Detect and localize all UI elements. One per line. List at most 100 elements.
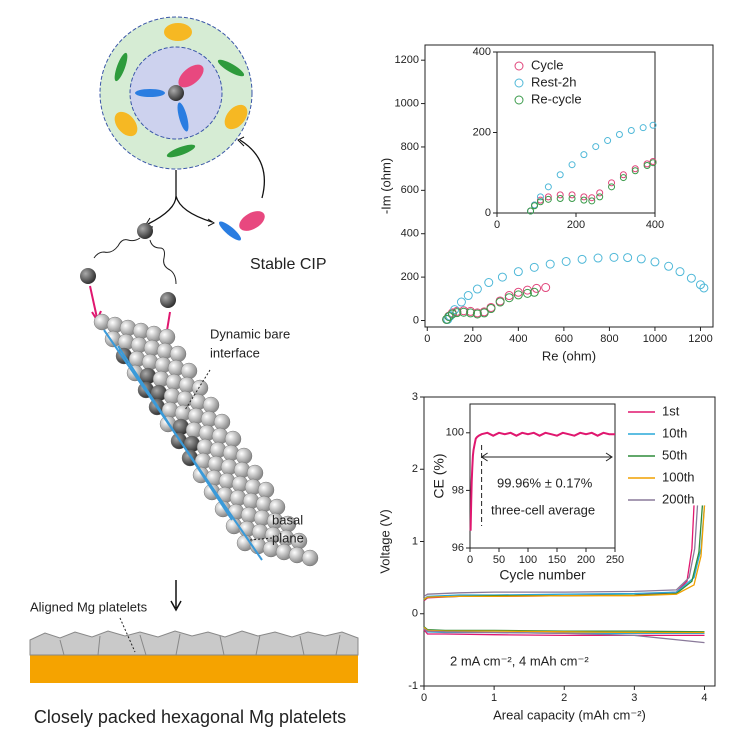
legend-label: 100th: [662, 469, 695, 484]
point: [623, 253, 633, 263]
solvents: [114, 52, 245, 158]
point: [627, 126, 635, 134]
anion: [178, 64, 204, 88]
point: [452, 308, 462, 318]
y-tick-label: 200: [401, 271, 419, 283]
label: basal: [272, 512, 303, 527]
point: [577, 254, 587, 264]
legend-marker: [514, 95, 524, 105]
atom: [257, 481, 275, 499]
point: [497, 272, 507, 282]
annotation: 2 mA cm⁻², 4 mAh cm⁻²: [450, 653, 589, 668]
point: [631, 165, 639, 173]
point: [472, 309, 482, 319]
y-tick-label: 3: [412, 391, 418, 403]
point: [639, 124, 647, 132]
point: [463, 291, 473, 301]
point: [592, 143, 600, 151]
point: [561, 256, 571, 266]
point: [580, 151, 588, 159]
x-tick-label: 50: [493, 554, 505, 566]
y-tick-label: 0: [412, 608, 418, 620]
mg-platelets: [29, 630, 359, 656]
substrate: [30, 655, 358, 683]
point: [588, 197, 596, 205]
point: [504, 291, 514, 301]
y-tick-label: 1000: [395, 97, 419, 109]
point: [544, 195, 552, 203]
return-arrow: [239, 139, 266, 199]
point: [675, 267, 685, 277]
point: [588, 194, 596, 202]
point: [649, 159, 657, 167]
point: [686, 273, 696, 283]
mg-atom: [160, 292, 176, 308]
arrowhead: [237, 136, 245, 147]
point: [636, 254, 646, 264]
plot-area: [469, 403, 616, 549]
x-tick-label: 1000: [643, 333, 667, 345]
label: Aligned Mg platelets: [30, 599, 148, 614]
arrows: [147, 170, 213, 225]
y-tick-label: 2: [412, 463, 418, 475]
atom: [224, 430, 242, 448]
y-tick-label: 1200: [395, 54, 419, 66]
atom: [235, 447, 253, 465]
line: [469, 431, 615, 531]
annotation: three-cell average: [491, 502, 595, 517]
point: [536, 198, 544, 206]
x-tick-label: 1: [491, 692, 497, 704]
atom: [169, 345, 187, 363]
y-tick-label: 0: [485, 207, 491, 219]
point: [568, 161, 576, 169]
diffusion-paths: [93, 237, 177, 285]
label: interface: [210, 345, 260, 360]
point: [604, 137, 612, 145]
x-axis-label: Re (ohm): [542, 348, 596, 363]
point: [695, 280, 705, 290]
annotation: 99.96% ± 0.17%: [497, 475, 593, 490]
point: [619, 171, 627, 179]
point: [529, 287, 539, 297]
legend-label: Cycle: [531, 57, 564, 72]
point: [664, 261, 674, 271]
point: [619, 174, 627, 182]
y-axis-label: Voltage (V): [377, 509, 392, 573]
point: [479, 308, 489, 318]
point: [615, 131, 623, 139]
x-axis-label: Areal capacity (mAh cm⁻²): [493, 707, 646, 722]
point: [643, 162, 651, 170]
point: [513, 267, 523, 277]
x-tick-label: 200: [464, 333, 482, 345]
point: [568, 195, 576, 203]
legend-label: 10th: [662, 425, 687, 440]
y-tick-label: 96: [452, 542, 464, 554]
x-tick-label: 4: [701, 692, 707, 704]
point: [650, 257, 660, 267]
label: Stable CIP: [250, 256, 326, 273]
point: [504, 293, 514, 303]
y-axis-label: CE (%): [431, 453, 447, 498]
point: [442, 314, 452, 324]
x-tick-label: 0: [424, 333, 430, 345]
y-tick-label: 98: [452, 484, 464, 496]
anion: [239, 211, 265, 231]
point: [608, 183, 616, 191]
point: [556, 171, 564, 179]
x-tick-label: 800: [600, 333, 618, 345]
y-tick-label: 800: [401, 141, 419, 153]
point: [522, 288, 532, 298]
atom: [202, 396, 220, 414]
x-tick-label: 600: [555, 333, 573, 345]
y-tick-label: 400: [401, 228, 419, 240]
point: [513, 290, 523, 300]
point: [484, 278, 494, 288]
x-tick-label: 1200: [688, 333, 712, 345]
point: [609, 252, 619, 262]
legend-marker: [514, 61, 524, 71]
x-tick-label: 0: [467, 554, 473, 566]
x-tick-label: 0: [421, 692, 427, 704]
x-tick-label: 0: [494, 219, 500, 231]
mg-crystal: [93, 313, 319, 567]
point: [447, 309, 457, 319]
